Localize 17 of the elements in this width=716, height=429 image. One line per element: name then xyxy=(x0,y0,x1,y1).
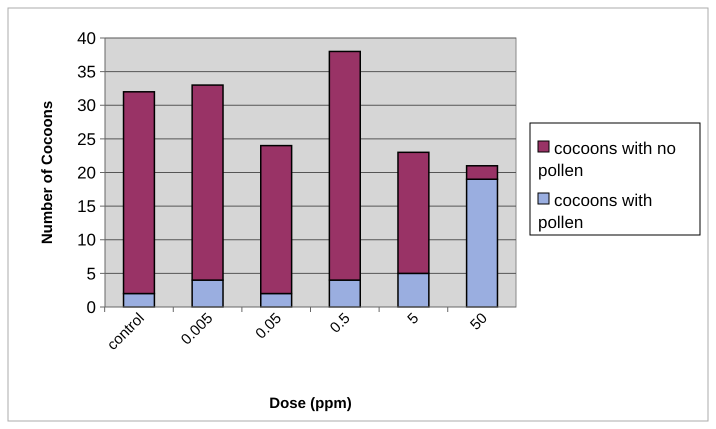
x-tick-label: 50 xyxy=(467,310,491,334)
x-tick-label: 5 xyxy=(404,310,422,328)
y-axis-title: Number of Cocoons xyxy=(39,100,56,244)
x-tick-label: 0.05 xyxy=(252,310,286,342)
y-tick-label: 20 xyxy=(77,163,96,182)
y-tick-label: 35 xyxy=(77,62,96,82)
y-tick-label: 40 xyxy=(77,28,96,48)
y-tick-label: 10 xyxy=(77,230,96,250)
legend-label: cocoons with no pollen xyxy=(538,138,676,180)
y-tick-label: 15 xyxy=(77,197,96,216)
y-tick-label: 0 xyxy=(86,298,96,317)
legend-label: cocoons with pollen xyxy=(538,190,652,232)
y-tick-label: 25 xyxy=(77,130,96,149)
y-tick-label: 30 xyxy=(77,96,96,116)
y-tick-label: 5 xyxy=(86,264,96,284)
x-tick-label: 0.5 xyxy=(326,310,354,337)
x-axis-title: Dose (ppm) xyxy=(269,395,352,412)
